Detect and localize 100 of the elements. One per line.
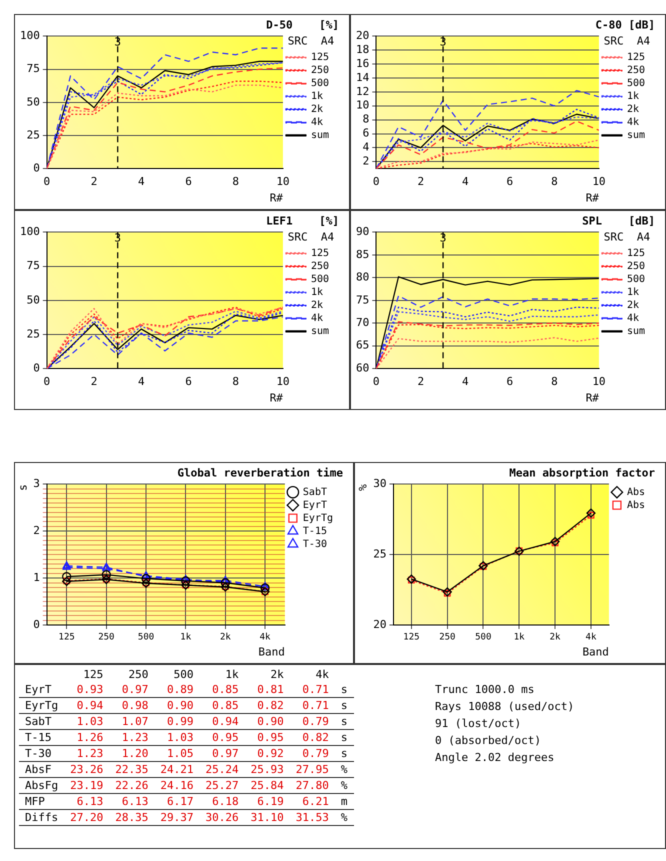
data-label: 25.24 [200,762,245,778]
y-tick-label: 12 [356,84,370,98]
legend-label: 1k [310,90,323,102]
data-label: 0.95 [244,730,290,746]
legend-label: 500 [310,78,329,89]
data-label: 1.03 [154,730,200,746]
text: 91 (lost/oct) [435,717,522,730]
text: % [334,762,354,778]
legend-label: 4k [626,312,639,324]
legend-label: 500 [310,274,329,285]
data-label: 31.53 [290,810,335,826]
data-label: 0.94 [64,698,110,714]
category-label: 1k [224,667,240,682]
data-label: 0.90 [244,714,290,730]
legend-label: 500 [626,274,645,285]
x-axis-title: Band [258,645,285,658]
text: s [334,730,354,746]
legend-label: 500 [626,78,645,89]
legend-label: 250 [626,64,645,76]
legend-label: 4k [626,116,639,128]
data-label: 1.20 [109,746,154,762]
x-tick-label: 6 [185,175,192,188]
data-label: 6.17 [154,794,200,810]
y-tick-label: 10 [356,98,370,112]
data-label: 27.80 [290,778,335,794]
x-tick-label: 2k [550,632,562,643]
data-label: 0.82 [244,698,290,714]
y-tick-label: 75 [26,259,40,272]
legend-label: 125 [310,52,329,63]
x-tick-label: 6 [185,375,192,388]
data-label: 22.26 [109,778,154,794]
x-tick-label: 4 [462,375,470,388]
data-label: 28.35 [109,810,154,826]
data-label: 1.23 [109,730,154,746]
y-tick-label: 6 [362,126,370,140]
data-label: 1.26 [64,730,110,746]
data-label: 6.19 [244,794,290,810]
category-label: 250 [128,667,150,682]
legend-label: 2k [310,104,323,115]
x-tick-label: 10 [592,175,606,188]
x-tick-label: 6 [506,175,514,188]
y-tick-label: 70 [356,316,370,329]
x-tick-label: 10 [276,375,290,388]
data-label: 6.21 [290,794,335,810]
x-tick-label: 125 [58,632,75,643]
chart-title: Global reverberation time [177,466,344,480]
x-tick-label: 4 [138,175,145,188]
legend-label: 4k [310,116,323,128]
x-tick-label: 500 [138,632,154,643]
text: MFP [19,794,64,810]
text: EyrTg [19,698,64,714]
y-tick-label: 75 [356,293,370,306]
y-axis-title: % [356,484,370,491]
legend-title: SRC A4 [288,230,335,244]
text: % [334,778,354,794]
y-tick-label: 80 [356,270,370,284]
data-label: 25.84 [244,778,290,794]
data-label: 1.05 [154,746,200,762]
y-tick-label: 60 [356,361,370,374]
x-tick-label: 500 [475,632,492,643]
y-tick-label: 4 [362,140,370,154]
text: T-15 [19,730,64,746]
data-label: 0.71 [290,682,335,698]
data-label: 0.97 [200,746,245,762]
data-label: 0.82 [290,730,335,746]
legend-label: sum [626,326,645,337]
legend-label: sum [626,130,645,141]
data-label: 0.79 [290,746,335,762]
text: s [334,746,354,762]
data-label: 23.26 [64,762,110,778]
legend-label: 125 [310,248,329,259]
y-axis-title: s [16,484,30,491]
y-tick-label: 65 [356,338,370,352]
text: s [334,714,354,730]
data-label: 0.85 [200,682,245,698]
x-tick-label: 1k [514,632,526,643]
text: T-30 [19,746,64,762]
y-tick-label: 2 [362,154,370,168]
data-label: 25.27 [200,778,245,794]
legend-label: 1k [626,286,639,298]
x-tick-label: 0 [44,375,50,388]
y-tick-label: 90 [356,225,370,238]
data-label: 6.13 [64,794,110,810]
y-tick-label: 2 [33,524,40,537]
x-tick-label: 2 [417,375,424,388]
y-tick-label: 18 [356,42,370,56]
data-label: 0.92 [244,746,290,762]
x-tick-label: 2 [90,375,98,388]
y-tick-label: 20 [356,29,370,42]
y-tick-label: 85 [356,248,370,261]
chart-title: SPL [dB] [582,214,655,228]
data-label: 0.85 [200,698,245,714]
chart-title: LEF1 [%] [266,214,339,228]
legend-title: SRC A4 [604,34,651,48]
y-tick-label: 0 [33,361,40,374]
legend-label: Abs [626,500,645,511]
text: s [334,682,354,698]
data-label: 0.79 [290,714,335,730]
text: % [334,810,354,826]
data-label: 0.94 [200,714,245,730]
